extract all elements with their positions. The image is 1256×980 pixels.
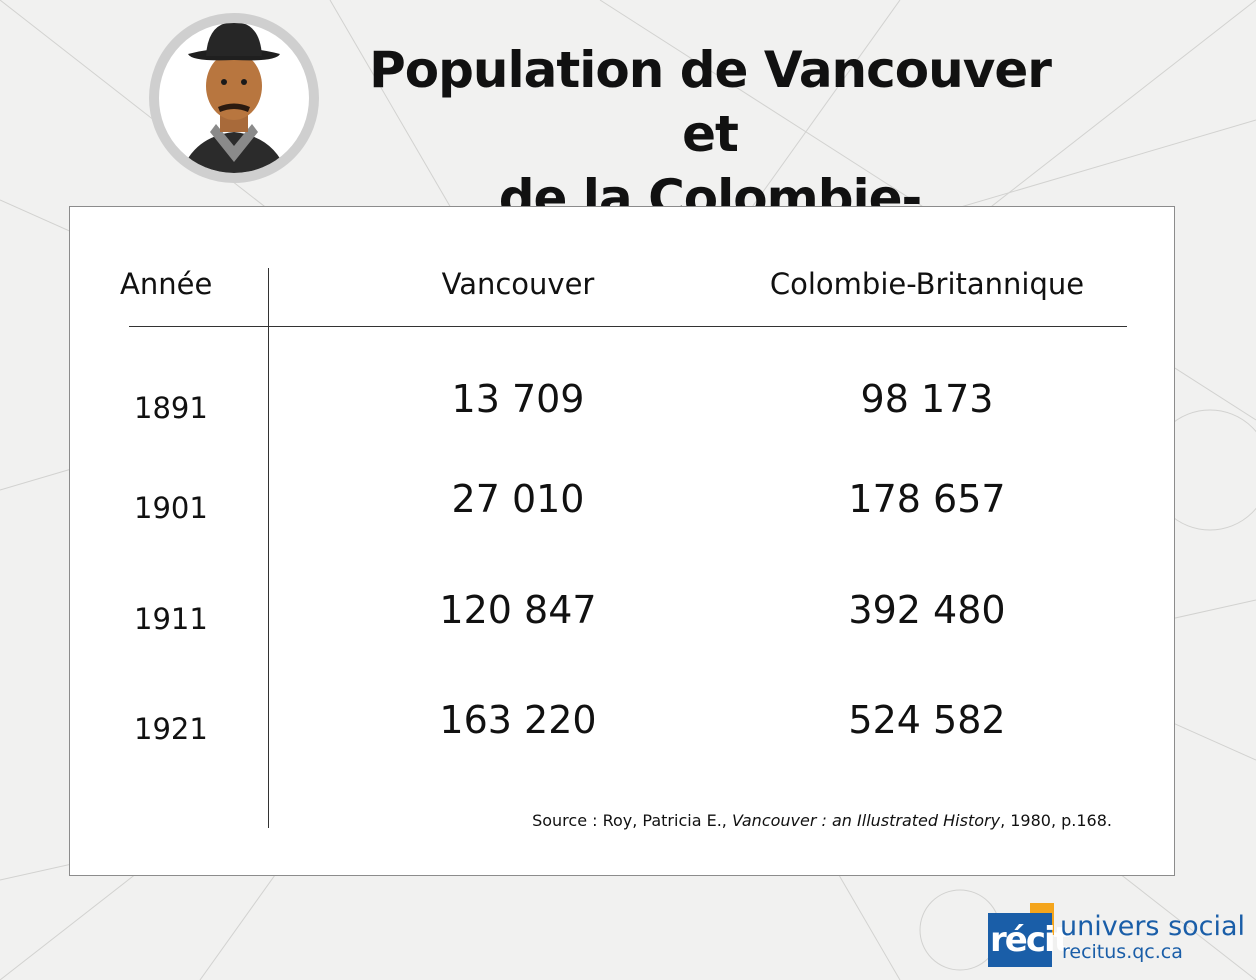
header-year: Année: [120, 267, 213, 301]
header-vancouver: Vancouver: [441, 267, 595, 301]
table-header-divider: [129, 326, 1127, 327]
logo-brand: récit: [990, 920, 1070, 960]
cell-year: 1901: [134, 491, 208, 525]
title-line-1: Population de Vancouver et: [369, 41, 1052, 163]
recit-logo: récit univers social recitus.qc.ca: [988, 903, 1245, 975]
cell-colombie-britannique: 178 657: [848, 477, 1006, 521]
source-note: Source : Roy, Patricia E., Vancouver : a…: [532, 811, 1112, 830]
table-row: 1911 120 847 392 480: [70, 588, 1176, 638]
cell-year: 1891: [134, 391, 208, 425]
logo-url: recitus.qc.ca: [1062, 941, 1183, 963]
population-table: Année Vancouver Colombie-Britannique 189…: [69, 206, 1175, 876]
source-suffix: , 1980, p.168.: [1000, 811, 1112, 830]
logo-name: univers social: [1060, 911, 1246, 942]
cell-vancouver: 163 220: [439, 698, 597, 742]
cell-year: 1921: [134, 712, 208, 746]
cell-colombie-britannique: 98 173: [860, 377, 994, 421]
cell-colombie-britannique: 392 480: [848, 588, 1006, 632]
logo-box: [988, 913, 1052, 967]
cell-vancouver: 13 709: [451, 377, 585, 421]
character-portrait: [149, 13, 319, 183]
table-row: 1901 27 010 178 657: [70, 477, 1176, 527]
cell-vancouver: 27 010: [451, 477, 585, 521]
table-row: 1891 13 709 98 173: [70, 377, 1176, 427]
source-prefix: Source : Roy, Patricia E.,: [532, 811, 732, 830]
cell-vancouver: 120 847: [439, 588, 597, 632]
table-vertical-divider: [268, 268, 269, 828]
table-row: 1921 163 220 524 582: [70, 698, 1176, 748]
header-colombie-britannique: Colombie-Britannique: [769, 267, 1085, 301]
cell-colombie-britannique: 524 582: [848, 698, 1006, 742]
source-work-title: Vancouver : an Illustrated History: [731, 811, 1001, 830]
cell-year: 1911: [134, 602, 208, 636]
